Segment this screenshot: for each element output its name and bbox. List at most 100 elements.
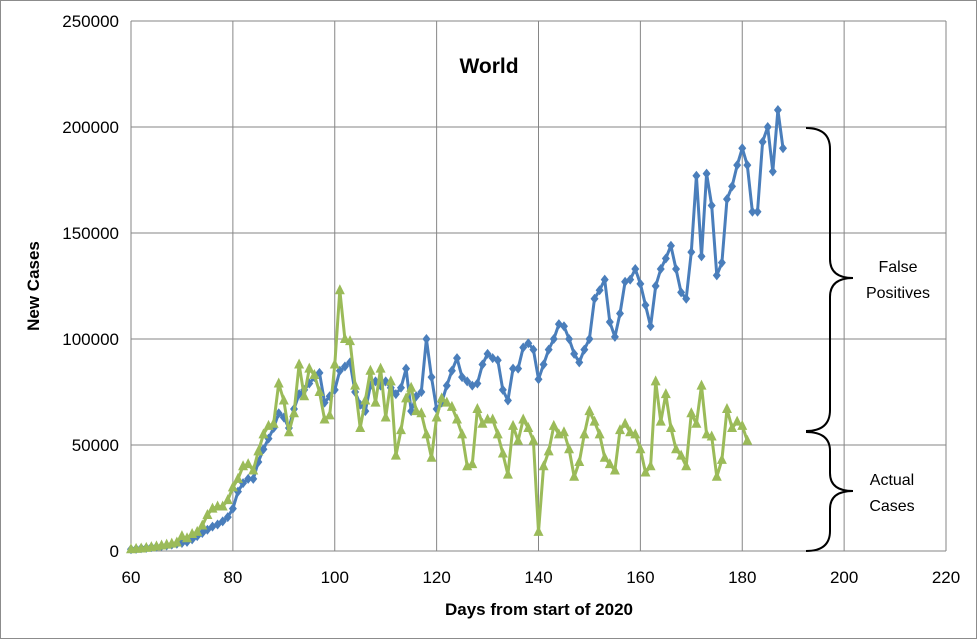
x-tick-label: 100 [321,568,349,587]
data-point-reported [672,264,681,275]
data-point-reported [391,389,400,400]
x-tick-label: 180 [728,568,756,587]
data-point-actual [660,388,671,399]
data-point-actual [737,419,748,430]
series-actual [126,284,753,554]
data-point-reported [473,378,482,389]
data-point-reported [758,136,767,147]
data-point-actual [665,422,676,433]
data-point-reported [763,122,772,132]
data-point-actual [171,536,182,547]
data-point-actual [355,422,366,433]
data-point-actual [222,494,233,505]
data-point-actual [742,434,753,445]
data-point-actual [324,409,335,420]
data-point-reported [544,344,553,355]
data-point-reported [692,170,701,181]
data-point-actual [345,335,356,346]
data-point-actual [446,400,457,411]
data-point-actual [232,472,243,483]
data-point-actual [716,453,727,464]
data-point-actual [329,358,340,369]
data-point-reported [717,257,726,268]
data-point-actual [457,428,468,439]
series-layer [126,105,787,555]
data-point-actual [721,402,732,413]
data-point-actual [283,426,294,437]
data-point-actual [192,525,203,536]
data-point-actual [696,379,707,390]
data-point-reported [636,278,645,289]
data-point-reported [478,359,487,370]
data-point-actual [273,377,284,388]
data-point-reported [228,503,237,514]
data-point-actual [243,458,254,469]
data-point-reported [396,382,405,393]
data-point-actual [615,424,625,435]
data-point-reported [610,331,619,342]
data-point-actual [655,415,666,426]
data-point-reported [498,384,507,395]
y-axis-title: New Cases [24,241,43,331]
data-point-actual [497,447,508,458]
data-point-actual [640,466,651,477]
data-point-reported [223,512,232,523]
data-point-actual [217,500,228,511]
data-point-actual [395,424,406,435]
data-point-actual [681,460,692,471]
data-point-actual [589,415,600,426]
data-point-actual [523,422,534,433]
data-point-reported [768,166,777,177]
data-point-reported [503,395,512,406]
series-line-reported [130,108,785,551]
x-tick-label: 200 [830,568,858,587]
data-point-reported [402,363,411,374]
data-point-actual [564,443,575,454]
data-point-reported [559,321,568,332]
data-point-reported [666,240,675,251]
data-point-reported [493,355,502,366]
data-point-reported [738,143,747,154]
data-point-actual [635,443,646,454]
data-point-actual [594,428,605,439]
data-point-reported [743,160,752,171]
data-point-actual [676,449,687,460]
data-point-actual [467,458,478,469]
data-point-reported [514,363,523,374]
data-point-actual [319,413,330,424]
data-point-actual [380,411,391,422]
data-point-actual [182,532,193,543]
y-tick-label: 50000 [72,436,119,455]
data-point-reported [539,359,548,370]
axes: 60 80 100 120 140 160 180 200 220 0 50000 100000 150… [62,12,960,587]
data-point-actual [416,407,427,418]
data-point-actual [314,386,325,396]
data-point-actual [691,417,702,428]
data-point-reported [340,361,349,372]
data-point-actual [609,464,620,475]
data-point-reported [442,380,451,391]
x-tick-label: 140 [524,568,552,587]
data-point-actual [620,417,631,428]
data-point-reported [575,357,584,368]
data-point-reported [534,374,543,385]
false-positives-brace [805,127,854,432]
data-point-actual [309,369,320,380]
data-point-reported [677,287,686,298]
data-point-reported [570,348,579,359]
data-point-reported [483,348,492,359]
data-point-reported [641,300,650,311]
actual-cases-brace [805,431,854,552]
series-reported [127,105,787,555]
data-point-reported [646,321,655,332]
data-point-actual [248,464,259,475]
data-point-reported [417,387,426,397]
data-point-actual [431,411,442,422]
data-point-actual [727,422,738,433]
y-tick-label: 250000 [62,12,119,31]
data-point-reported [631,264,640,275]
data-point-actual [686,407,697,418]
data-point-reported [600,274,609,285]
